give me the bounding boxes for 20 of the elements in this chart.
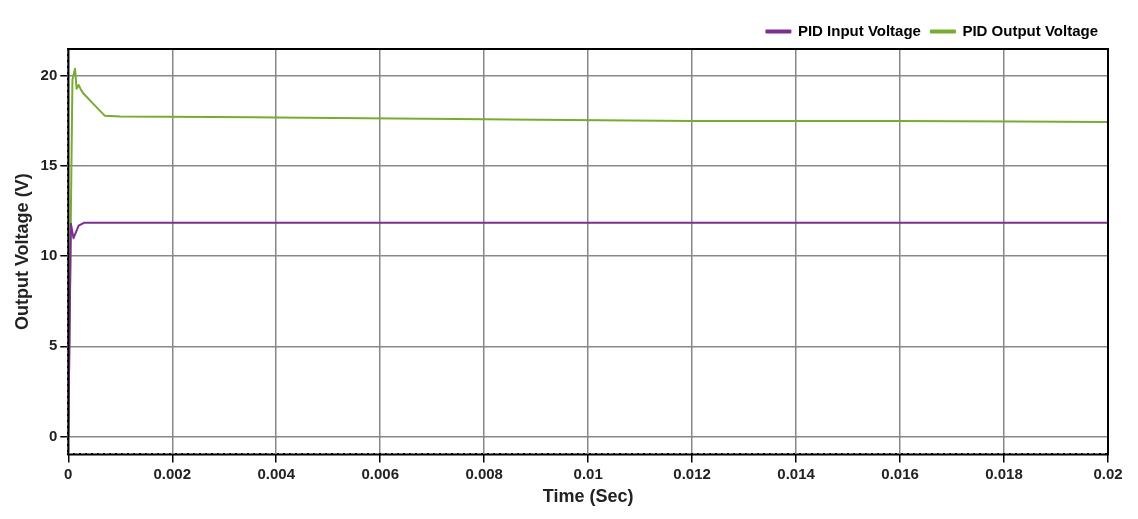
x-tick-label: 0 — [64, 464, 73, 482]
x-tick-label: 0.016 — [881, 464, 919, 482]
x-axis-title: Time (Sec) — [542, 486, 634, 507]
x-tick-label: 0.014 — [777, 464, 816, 482]
y-tick-label: 20 — [40, 66, 58, 84]
x-tick-label: 0.01 — [573, 464, 603, 482]
legend-label: PID Output Voltage — [962, 21, 1099, 39]
legend-label: PID Input Voltage — [797, 21, 921, 39]
x-tick-label: 0.006 — [361, 464, 399, 482]
x-tick-label: 0.02 — [1093, 464, 1123, 482]
y-tick-label: 0 — [48, 426, 58, 444]
x-tick-label: 0.012 — [673, 464, 711, 482]
x-tick-label: 0.018 — [985, 464, 1023, 482]
y-tick-label: 10 — [40, 246, 58, 264]
y-axis-title: Output Voltage (V) — [11, 173, 32, 331]
x-tick-label: 0.002 — [153, 464, 192, 482]
y-tick-label: 5 — [48, 336, 58, 354]
x-tick-label: 0.004 — [257, 464, 296, 482]
y-tick-label: 15 — [40, 156, 58, 174]
x-tick-label: 0.008 — [465, 464, 503, 482]
